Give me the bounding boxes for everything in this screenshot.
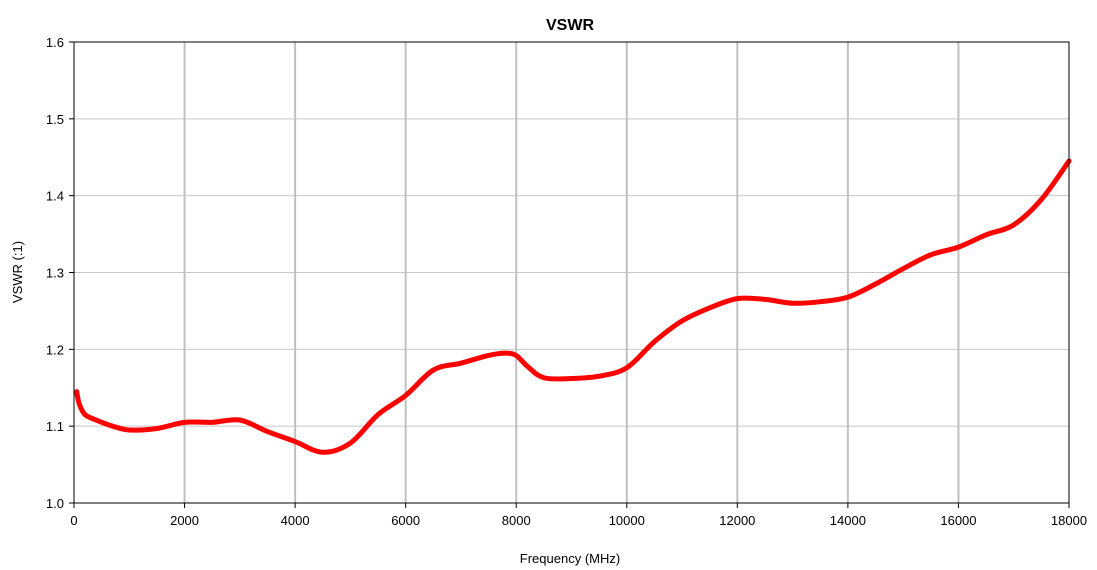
vswr-series-line xyxy=(74,158,1072,455)
x-axis-ticks: 0 2000 4000 6000 8000 10000 12000 14000 16000 180… xyxy=(70,503,1087,528)
y-tick-label: 1.0 xyxy=(46,496,64,511)
x-tick-label: 18000 xyxy=(1051,513,1087,528)
chart-title: VSWR xyxy=(546,17,594,34)
x-tick-label: 14000 xyxy=(830,513,866,528)
x-tick-label: 4000 xyxy=(281,513,310,528)
y-tick-label: 1.6 xyxy=(46,35,64,50)
y-axis-ticks: 1.0 1.1 1.2 1.3 1.4 1.5 1.6 xyxy=(46,35,74,511)
y-axis-title: VSWR (:1) xyxy=(10,241,25,303)
x-tick-label: 2000 xyxy=(170,513,199,528)
x-tick-label: 0 xyxy=(70,513,77,528)
y-tick-label: 1.5 xyxy=(46,112,64,127)
x-tick-label: 12000 xyxy=(719,513,755,528)
x-tick-label: 16000 xyxy=(940,513,976,528)
x-axis-title: Frequency (MHz) xyxy=(520,551,620,566)
y-tick-label: 1.1 xyxy=(46,419,64,434)
x-tick-label: 8000 xyxy=(502,513,531,528)
x-tick-label: 10000 xyxy=(609,513,645,528)
y-tick-label: 1.4 xyxy=(46,189,64,204)
x-tick-label: 6000 xyxy=(391,513,420,528)
grid-lines xyxy=(74,42,1069,503)
y-tick-label: 1.3 xyxy=(46,266,64,281)
y-tick-label: 1.2 xyxy=(46,342,64,357)
series-layer xyxy=(74,158,1072,455)
